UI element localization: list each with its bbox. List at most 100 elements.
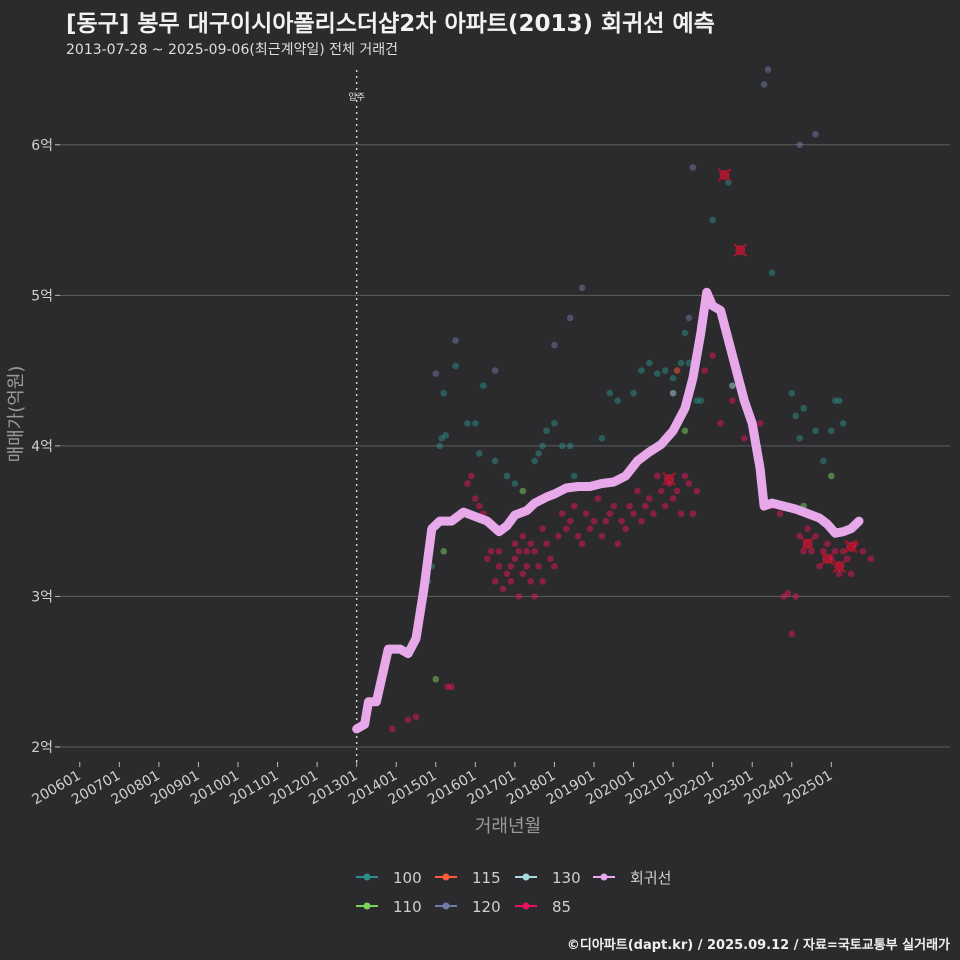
legend-label: 120 — [472, 898, 501, 916]
data-point-100 — [800, 404, 807, 412]
gridlines: 입주 — [60, 70, 950, 762]
data-point-85 — [555, 532, 562, 540]
data-point-85 — [701, 367, 709, 374]
data-point-85 — [491, 578, 499, 585]
data-point-85 — [519, 570, 527, 578]
data-point-120 — [432, 370, 440, 377]
data-point-85 — [574, 532, 582, 540]
data-point-85 — [831, 547, 839, 555]
data-point-85 — [614, 540, 622, 548]
data-point-85 — [515, 593, 523, 600]
data-point-85 — [475, 502, 483, 510]
data-point-100 — [535, 450, 542, 457]
highlight-cross — [717, 168, 732, 182]
data-point-85 — [653, 472, 661, 480]
data-point-120 — [764, 66, 772, 73]
data-point-100 — [543, 427, 550, 435]
data-point-85 — [804, 525, 811, 532]
data-point-100 — [436, 442, 444, 450]
data-point-100 — [442, 432, 449, 439]
data-point-85 — [618, 517, 625, 525]
move-in-label: 입주 — [348, 91, 365, 103]
data-point-85 — [784, 590, 792, 597]
data-point-100 — [503, 472, 511, 480]
y-tick-label: 3억 — [31, 589, 53, 605]
data-point-85 — [843, 555, 851, 563]
data-point-85 — [563, 525, 570, 532]
legend-key-dot — [442, 873, 450, 881]
data-point-110 — [828, 472, 835, 480]
data-point-85 — [515, 547, 523, 555]
data-point-85 — [448, 683, 455, 691]
data-point-100 — [440, 389, 447, 397]
data-point-85 — [729, 397, 736, 405]
data-point-85 — [531, 593, 538, 600]
data-point-100 — [638, 367, 645, 374]
data-point-100 — [551, 419, 558, 427]
legend-key-dot — [522, 902, 530, 910]
data-point-85 — [630, 510, 637, 517]
data-point-85 — [511, 555, 519, 563]
data-point-85 — [839, 547, 847, 555]
data-point-85 — [523, 563, 531, 570]
data-point-85 — [483, 555, 491, 563]
legend-label: 100 — [393, 869, 422, 887]
data-point-100 — [475, 450, 483, 457]
data-point-85 — [487, 547, 495, 555]
legend-label: 115 — [472, 869, 501, 887]
regression-line — [352, 287, 864, 734]
data-point-85 — [859, 547, 867, 555]
data-point-85 — [507, 563, 515, 570]
data-point-85 — [468, 472, 475, 480]
data-point-85 — [547, 555, 554, 563]
data-point-100 — [566, 442, 574, 450]
highlight-cross — [820, 552, 835, 566]
data-point-85 — [717, 419, 724, 427]
data-point-120 — [491, 367, 499, 374]
data-point-85 — [602, 517, 610, 525]
y-axis: 2억 3억 4억 5억 6억 — [31, 138, 60, 756]
legend-key-dot — [522, 873, 530, 881]
data-point-85 — [388, 725, 396, 733]
data-point-100 — [472, 419, 479, 427]
data-point-100 — [677, 359, 685, 367]
data-point-100 — [788, 389, 796, 397]
data-point-85 — [788, 630, 796, 638]
data-point-85 — [776, 510, 784, 517]
chart-title: [동구] 봉무 대구이시아폴리스더샵2차 아파트(2013) 회귀선 예측 — [66, 11, 715, 37]
data-point-85 — [867, 555, 875, 563]
data-point-85 — [566, 517, 574, 525]
data-point-85 — [582, 510, 590, 517]
data-point-85 — [634, 487, 641, 495]
data-point-85 — [622, 525, 629, 532]
data-point-85 — [586, 525, 594, 532]
data-point-85 — [535, 563, 542, 570]
data-point-85 — [531, 547, 538, 555]
data-point-85 — [673, 487, 681, 495]
data-point-85 — [685, 480, 693, 487]
highlight-marks — [662, 168, 858, 574]
data-point-85 — [606, 510, 614, 517]
data-point-110 — [519, 487, 527, 495]
data-point-85 — [709, 352, 716, 359]
data-point-85 — [689, 510, 697, 517]
data-point-130 — [669, 389, 677, 397]
regression-line-group — [352, 287, 864, 734]
x-axis-title: 거래년월 — [475, 816, 541, 837]
chart-subtitle: 2013-07-28 ~ 2025-09-06(최근계약일) 전체 거래건 — [66, 42, 398, 58]
data-point-100 — [669, 374, 677, 382]
legend-label: 130 — [552, 869, 581, 887]
data-point-85 — [539, 525, 546, 532]
data-point-100 — [661, 367, 669, 374]
data-point-100 — [559, 442, 566, 450]
data-point-85 — [559, 510, 566, 517]
highlight-cross — [800, 537, 815, 551]
data-point-85 — [590, 517, 598, 525]
data-point-85 — [464, 480, 471, 487]
data-point-100 — [606, 389, 614, 397]
data-point-100 — [598, 435, 606, 442]
data-point-100 — [835, 397, 843, 405]
legend-key-dot — [363, 873, 371, 881]
data-point-100 — [812, 427, 819, 435]
